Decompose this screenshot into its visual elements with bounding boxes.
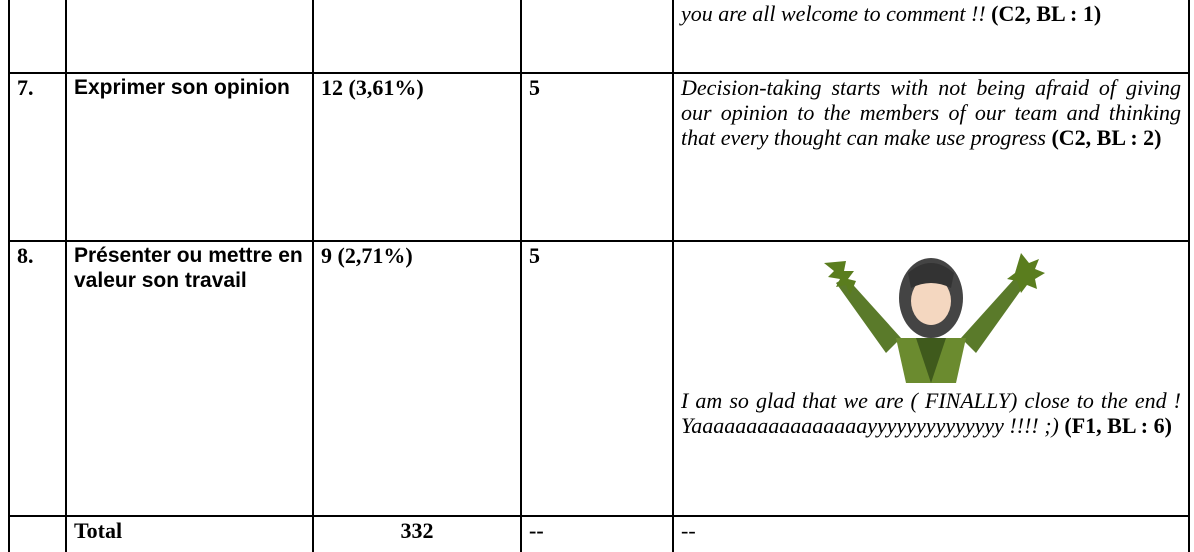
cell (8, 0, 67, 74)
row-number: 7. (8, 72, 67, 242)
quote: you are all welcome to comment !! (681, 1, 986, 26)
total-count: 332 (312, 515, 522, 552)
total-row: Total 332 -- -- (8, 515, 1190, 552)
comment-cell: I am so glad that we are ( FINALLY) clos… (672, 240, 1190, 517)
cell (8, 515, 67, 552)
cell (65, 0, 314, 74)
source: (F1, BL : 6) (1064, 413, 1172, 438)
table-row: you are all welcome to comment !! (C2, B… (8, 0, 1190, 74)
total-score: -- (520, 515, 674, 552)
source: (C2, BL : 1) (991, 1, 1102, 26)
count: 12 (3,61%) (312, 72, 522, 242)
illustration-wrap (681, 243, 1181, 388)
table-row: 7. Exprimer son opinion 12 (3,61%) 5 Dec… (8, 72, 1190, 242)
total-comment: -- (672, 515, 1190, 552)
skill-label: Présenter ou mettre en valeur son travai… (65, 240, 314, 517)
score: 5 (520, 240, 674, 517)
score: 5 (520, 72, 674, 242)
comment-cell: you are all welcome to comment !! (C2, B… (672, 0, 1190, 74)
total-label: Total (65, 515, 314, 552)
table-row: 8. Présenter ou mettre en valeur son tra… (8, 240, 1190, 517)
illustration (824, 253, 1045, 383)
cell (520, 0, 674, 74)
quote: I am so glad that we are ( FINALLY) clos… (681, 388, 1181, 438)
count: 9 (2,71%) (312, 240, 522, 517)
source: (C2, BL : 2) (1051, 125, 1162, 150)
skill-label: Exprimer son opinion (65, 72, 314, 242)
row-number: 8. (8, 240, 67, 517)
data-table: you are all welcome to comment !! (C2, B… (8, 0, 1190, 552)
quote: Decision-taking starts with not being af… (681, 75, 1181, 150)
comment-cell: Decision-taking starts with not being af… (672, 72, 1190, 242)
cell (312, 0, 522, 74)
